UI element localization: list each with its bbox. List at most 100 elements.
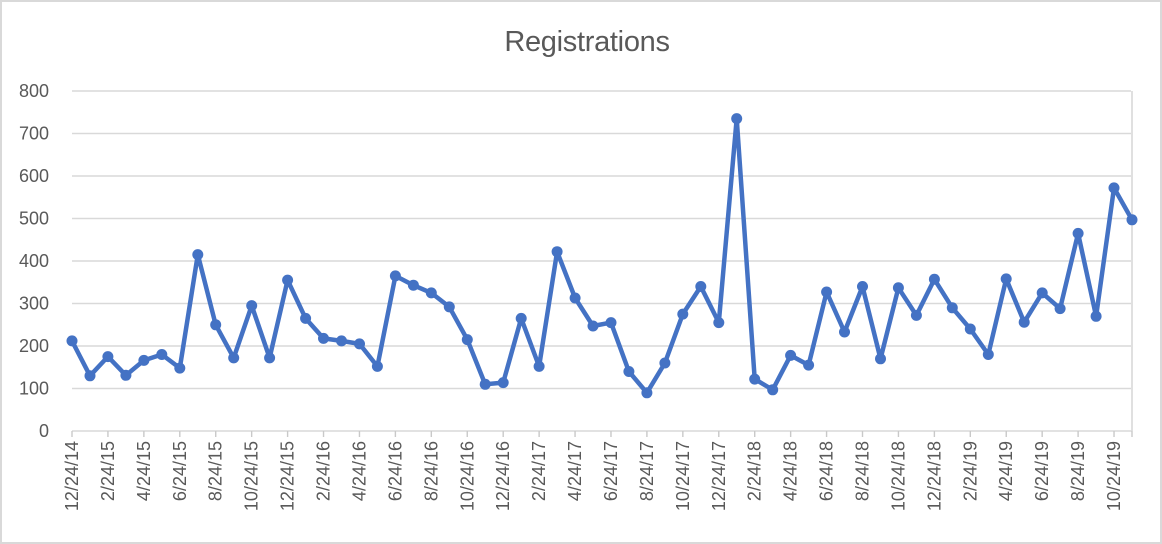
data-point-9/24/15 xyxy=(228,352,240,364)
x-tick-label-4/24/15: 4/24/15 xyxy=(134,441,154,501)
data-point-11/24/15 xyxy=(264,352,276,364)
data-point-9/24/18 xyxy=(875,353,886,365)
data-point-3/24/15 xyxy=(120,369,132,381)
data-point-4/24/17 xyxy=(569,292,581,304)
data-point-3/24/19 xyxy=(982,349,994,360)
x-tick-label-8/24/18: 8/24/18 xyxy=(853,441,873,501)
data-point-9/24/19 xyxy=(1090,310,1102,322)
data-point-1/24/15 xyxy=(84,370,96,382)
x-tick-label-6/24/16: 6/24/16 xyxy=(385,441,405,501)
data-point-6/24/15 xyxy=(174,362,186,374)
data-point-10/24/16 xyxy=(461,334,473,346)
x-tick-label-2/24/17: 2/24/17 xyxy=(529,441,549,501)
x-tick-label-10/24/18: 10/24/18 xyxy=(888,441,908,511)
gridlines xyxy=(72,90,1131,390)
x-tick-label-4/24/17: 4/24/17 xyxy=(565,441,585,501)
data-point-1/24/17 xyxy=(515,312,527,324)
data-point-7/24/16 xyxy=(407,279,419,291)
data-point-7/24/15 xyxy=(192,249,204,261)
data-point-1/24/16 xyxy=(300,312,312,324)
x-tick-label-6/24/18: 6/24/18 xyxy=(817,441,837,501)
data-point-6/24/16 xyxy=(389,270,401,282)
x-tick-label-4/24/16: 4/24/16 xyxy=(349,441,369,501)
y-tick-label-300: 300 xyxy=(19,294,49,314)
x-tick-label-12/24/18: 12/24/18 xyxy=(924,441,944,511)
data-point-12/24/14 xyxy=(66,335,78,347)
data-point-6/24/17 xyxy=(605,317,617,329)
x-tick-label-12/24/15: 12/24/15 xyxy=(278,441,298,511)
data-point-3/24/16 xyxy=(336,335,347,347)
data-point-1/24/19 xyxy=(946,302,958,314)
y-tick-label-500: 500 xyxy=(19,209,49,229)
data-point-11/24/19 xyxy=(1126,214,1138,226)
data-point-4/24/19 xyxy=(1000,273,1012,285)
x-tick-label-6/24/17: 6/24/17 xyxy=(601,441,621,501)
x-tick-label-8/24/16: 8/24/16 xyxy=(421,441,441,501)
x-tick-label-2/24/19: 2/24/19 xyxy=(960,441,980,501)
x-tick-label-12/24/14: 12/24/14 xyxy=(62,441,82,511)
data-point-8/24/15 xyxy=(210,319,222,331)
data-point-5/24/18 xyxy=(803,359,815,371)
data-point-3/24/17 xyxy=(551,246,563,258)
x-tick-label-2/24/18: 2/24/18 xyxy=(745,441,765,501)
y-axis-tick-labels: 0 100 200 300 400 500 600 700 800 xyxy=(19,81,49,441)
data-point-4/24/16 xyxy=(354,338,365,350)
data-point-1/24/18 xyxy=(731,113,743,125)
x-tick-label-8/24/19: 8/24/19 xyxy=(1068,441,1088,501)
x-tick-label-10/24/19: 10/24/19 xyxy=(1104,441,1124,511)
data-point-4/24/15 xyxy=(138,354,150,366)
x-tick-label-4/24/18: 4/24/18 xyxy=(781,441,801,501)
y-tick-label-600: 600 xyxy=(19,166,49,186)
data-point-2/24/15 xyxy=(102,351,114,363)
x-tick-label-6/24/19: 6/24/19 xyxy=(1032,441,1052,501)
series-registrations xyxy=(66,113,1138,399)
data-point-6/24/18 xyxy=(821,286,833,298)
data-point-9/24/17 xyxy=(659,357,671,369)
data-point-5/24/17 xyxy=(587,320,599,332)
data-point-8/24/19 xyxy=(1072,227,1084,239)
x-tick-label-6/24/15: 6/24/15 xyxy=(170,441,190,501)
y-tick-label-700: 700 xyxy=(19,124,49,144)
data-point-10/24/18 xyxy=(892,282,904,294)
x-tick-label-2/24/15: 2/24/15 xyxy=(98,441,118,501)
x-tick-label-10/24/15: 10/24/15 xyxy=(242,441,262,511)
data-point-3/24/18 xyxy=(767,384,779,396)
x-tick-label-2/24/16: 2/24/16 xyxy=(314,441,334,501)
data-point-8/24/17 xyxy=(641,387,653,399)
y-tick-label-200: 200 xyxy=(19,336,49,356)
x-tick-label-12/24/16: 12/24/16 xyxy=(493,441,513,511)
x-tick-label-4/24/19: 4/24/19 xyxy=(996,441,1016,501)
data-point-5/24/16 xyxy=(371,360,383,372)
chart-title: Registrations xyxy=(504,26,670,58)
x-axis-tick-labels: 12/24/14 2/24/15 4/24/15 6/24/15 8/24/15 10/2… xyxy=(62,441,1124,511)
x-axis xyxy=(71,91,1133,437)
x-tick-label-8/24/17: 8/24/17 xyxy=(637,441,657,501)
data-point-10/24/15 xyxy=(246,300,258,312)
data-point-4/24/18 xyxy=(785,349,797,361)
data-point-10/24/17 xyxy=(677,308,689,320)
data-point-11/24/18 xyxy=(910,309,922,321)
data-point-7/24/18 xyxy=(839,326,850,338)
data-point-10/24/19 xyxy=(1108,182,1120,194)
y-tick-label-0: 0 xyxy=(39,421,49,441)
series-line xyxy=(69,116,1135,396)
y-tick-label-400: 400 xyxy=(19,251,49,271)
data-point-6/24/19 xyxy=(1036,287,1048,299)
x-tick-label-12/24/17: 12/24/17 xyxy=(709,441,729,511)
data-point-2/24/16 xyxy=(318,332,329,344)
data-point-7/24/17 xyxy=(623,366,635,377)
data-point-12/24/16 xyxy=(497,377,509,389)
data-point-12/24/17 xyxy=(713,317,725,329)
data-point-2/24/18 xyxy=(749,373,761,385)
data-point-11/24/17 xyxy=(695,281,707,292)
x-tick-label-8/24/15: 8/24/15 xyxy=(206,441,226,501)
data-point-8/24/18 xyxy=(857,281,868,292)
data-point-5/24/15 xyxy=(156,349,168,360)
x-tick-label-10/24/17: 10/24/17 xyxy=(673,441,693,511)
data-point-7/24/19 xyxy=(1054,303,1066,315)
x-tick-label-10/24/16: 10/24/16 xyxy=(457,441,477,511)
data-point-9/24/16 xyxy=(443,301,455,313)
data-point-8/24/16 xyxy=(425,287,437,299)
